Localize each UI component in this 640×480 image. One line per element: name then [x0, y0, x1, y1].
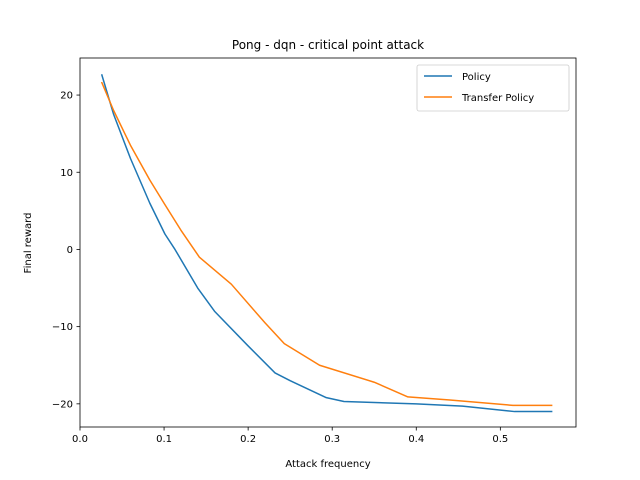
y-tick-label: 10 [60, 168, 73, 179]
legend-label-transfer-policy: Transfer Policy [461, 93, 534, 104]
x-tick-label: 0.3 [324, 434, 340, 445]
chart-title: Pong - dqn - critical point attack [232, 38, 424, 52]
y-tick-label: 20 [60, 91, 73, 102]
x-tick-label: 0.0 [72, 434, 88, 445]
y-tick-label: 0 [67, 245, 73, 256]
y-axis: −20 −10 0 10 20 [52, 91, 80, 410]
plot-area [79, 57, 577, 428]
plot-frame [79, 57, 577, 428]
series-layer [100, 74, 553, 413]
x-tick-label: 0.2 [240, 434, 256, 445]
series-line-policy [100, 74, 553, 413]
x-tick-label: 0.1 [156, 434, 172, 445]
series-line-transfer-policy [100, 81, 553, 407]
legend-box [416, 64, 570, 112]
legend: Policy Transfer Policy [416, 64, 570, 112]
y-axis-label: Final reward [23, 213, 34, 274]
x-axis: 0.0 0.1 0.2 0.3 0.4 0.5 [72, 427, 508, 445]
x-tick-label: 0.4 [408, 434, 424, 445]
x-axis-label: Attack frequency [285, 459, 370, 470]
y-tick-label: −10 [52, 322, 73, 333]
y-tick-label: −20 [52, 399, 73, 410]
x-tick-label: 0.5 [492, 434, 508, 445]
legend-label-policy: Policy [462, 72, 491, 83]
